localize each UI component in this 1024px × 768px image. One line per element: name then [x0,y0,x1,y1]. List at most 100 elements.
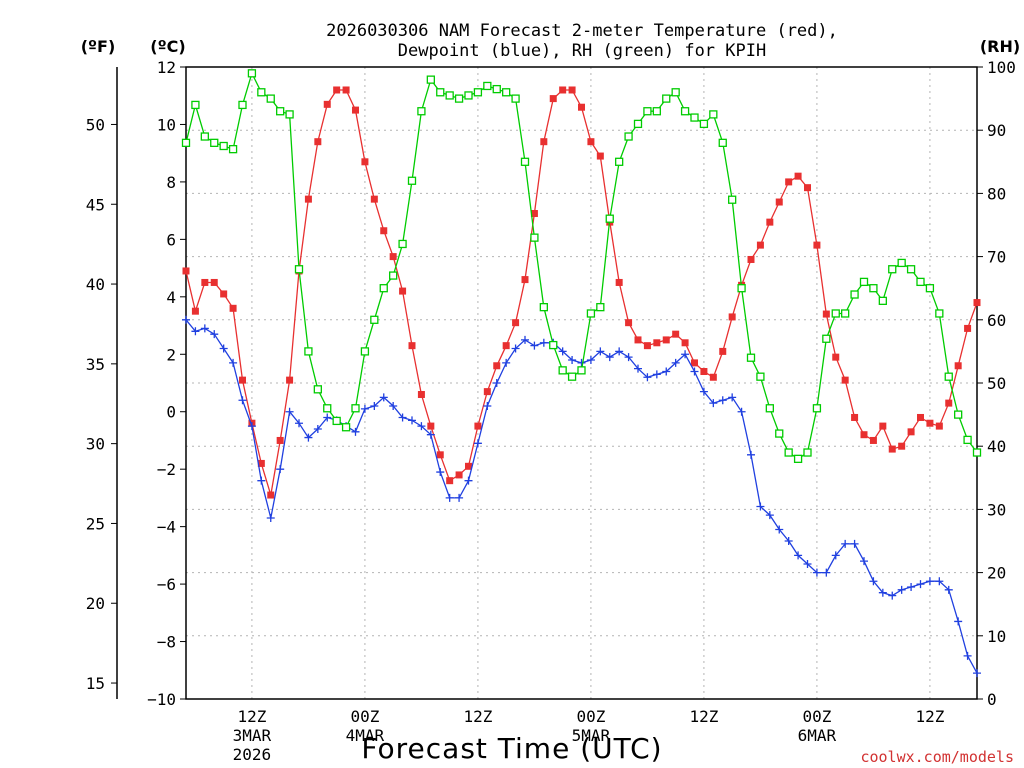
temperature-point [502,342,510,350]
temperature-point [436,451,444,459]
rh-point [737,284,746,293]
dewpoint-point [831,551,840,560]
temperature-point [474,422,482,430]
unit-label-celsius: (ºC) [150,37,185,56]
dewpoint-point [794,551,803,560]
temperature-point [954,362,962,370]
rh-point [257,88,266,97]
dewpoint-point [219,344,228,353]
dewpoint-point [709,399,718,408]
rh-point [728,195,737,204]
rh-point [228,145,238,154]
dewpoint-point [784,537,793,545]
temperature-point [446,477,454,485]
celsius-tick-label: 10 [157,115,176,134]
rh-point [379,284,388,293]
rh-point [916,277,925,287]
dewpoint-point [765,511,774,520]
chart-title-line-2: Dewpoint (blue), RH (green) for KPIH [398,41,766,61]
rh-point [398,239,407,249]
data-series [181,69,982,678]
rh-point [454,94,464,103]
celsius-tick-label: 12 [157,58,176,77]
temperature-point [775,198,783,206]
rh-point [389,271,398,280]
temperature-point [239,376,246,384]
rh-tick-label: 40 [987,437,1006,456]
rh-point [972,448,982,457]
rh-point [266,94,275,103]
dewpoint-point [615,347,624,356]
unit-label-fahrenheit: (ºF) [81,37,116,56]
temperature-point [935,422,943,430]
celsius-tick-label: −10 [147,690,176,709]
dewpoint-point [916,580,925,589]
temperature-point [210,278,218,286]
rh-point [605,214,614,223]
dewpoint-point [596,347,605,356]
dewpoint-point [266,514,275,523]
rh-tick-label: 0 [987,690,997,709]
temperature-point [860,431,868,439]
rh-point [633,119,643,129]
temperature-point [333,86,341,94]
dewpoint-point [351,427,360,436]
axes: −10 −8 −6 −4 −2 0 2 4 6 8 10 12 15 20 25 30 35 40 45 50 0 10 2… [86,58,1016,764]
temperature-point [521,276,529,284]
rh-point [615,157,624,166]
dewpoint-point [568,356,577,365]
fahrenheit-tick-label: 25 [86,514,105,533]
dewpoint-point [944,585,953,594]
dewpoint-point [426,430,435,439]
dewpoint-point [257,476,266,485]
temperature-point [361,158,369,166]
temperature-point [926,419,934,427]
dewpoint-point [586,356,595,365]
dewpoint-point [295,419,303,428]
temperature-point [851,413,859,421]
x-tick-date: 6MAR [798,726,837,745]
dewpoint-point [473,439,482,448]
dewpoint-point [681,350,690,359]
fahrenheit-tick-label: 50 [86,115,105,134]
dewpoint-point [323,413,332,422]
rh-point [963,435,972,445]
rh-point [304,347,313,356]
temperature-point [643,342,651,350]
temperature-point [691,359,698,367]
fahrenheit-tick-label: 15 [86,674,105,693]
celsius-tick-label: 8 [166,173,176,192]
watermark: coolwx.com/models [860,748,1014,766]
rh-point [765,404,774,413]
dewpoint-point [850,539,859,548]
rh-point [709,110,718,119]
temperature-point [578,103,585,111]
x-tick-date: 4MAR [346,726,385,745]
rh-point [276,107,285,116]
x-tick-label: 12Z [463,707,492,726]
rh-point [746,353,756,362]
temperature-point [549,95,557,103]
temperature-point [681,339,689,347]
rh-point [718,138,727,147]
dewpoint-point [737,407,746,416]
rh-point [925,284,935,293]
dewpoint-point [662,367,671,376]
rh-point [473,88,483,97]
rh-point [313,385,322,394]
temperature-point [182,267,190,275]
rh-point [888,265,897,274]
temperature-point [879,422,887,430]
rh-point [775,429,784,438]
rh-point [341,423,351,432]
dewpoint-point [521,335,529,344]
rh-point [859,277,869,287]
rh-point [210,138,219,147]
temperature-point [370,195,378,203]
rh-point [247,69,257,78]
temperature-point [973,299,981,307]
temperature-point [191,307,199,315]
rh-point [511,94,520,103]
rh-point [464,91,473,100]
dewpoint-point [182,315,190,324]
